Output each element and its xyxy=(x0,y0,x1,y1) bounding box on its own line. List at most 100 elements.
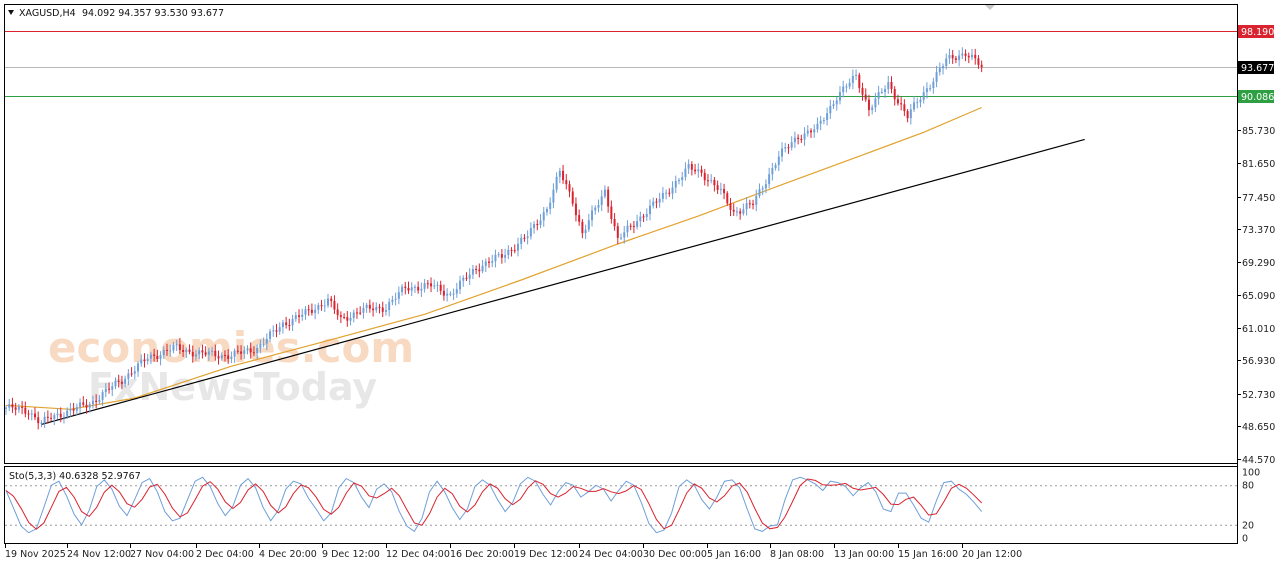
candle-body xyxy=(417,286,420,291)
candle-body xyxy=(925,88,928,93)
candle-body xyxy=(484,261,487,266)
level-tag-text-resistance: 98.190 xyxy=(1241,27,1274,38)
time-tick-label: 2 Dec 04:00 xyxy=(196,549,254,560)
price-tick-label: 52.730 xyxy=(1242,390,1275,401)
candle-body xyxy=(220,355,223,359)
candle-body xyxy=(665,192,668,194)
candle-body xyxy=(162,349,165,356)
candle-body xyxy=(79,402,82,408)
candle-body xyxy=(204,352,207,355)
candle-body xyxy=(803,133,806,140)
time-tick-label: 9 Dec 12:00 xyxy=(322,549,380,560)
candle-body xyxy=(900,103,903,105)
candle-body xyxy=(655,201,658,203)
candle-body xyxy=(642,216,645,218)
candle-body xyxy=(50,417,53,419)
candle-body xyxy=(971,54,973,58)
stoch-signal-line xyxy=(5,478,983,530)
candle-body xyxy=(175,344,178,346)
candle-body xyxy=(954,58,957,60)
candle-body xyxy=(871,107,874,110)
candle-body xyxy=(30,413,33,415)
candle-body xyxy=(465,277,468,279)
scroll-marker-icon[interactable] xyxy=(985,5,995,10)
candle-body xyxy=(861,87,864,95)
candle-body xyxy=(636,221,639,227)
candle-body xyxy=(710,179,713,181)
candle-body xyxy=(826,113,829,121)
candle-body xyxy=(301,314,304,317)
candle-body xyxy=(468,274,471,279)
candle-body xyxy=(56,413,59,416)
candle-body xyxy=(269,331,272,339)
time-tick-label: 5 Jan 16:00 xyxy=(707,549,761,560)
candle-body xyxy=(452,293,455,295)
candle-body xyxy=(288,325,291,327)
candle-body xyxy=(481,265,484,272)
stoch-tick-label: 80 xyxy=(1242,481,1254,492)
candle-body xyxy=(442,290,445,296)
candle-body xyxy=(858,74,861,88)
time-tick-label: 13 Jan 00:00 xyxy=(834,549,894,560)
candle-body xyxy=(378,306,381,308)
stoch-label: Sto(5,3,3) 40.6328 52.9767 xyxy=(9,471,141,482)
level-tag-text-support: 90.086 xyxy=(1241,92,1274,103)
candle-body xyxy=(243,350,246,354)
candle-body xyxy=(182,349,185,352)
time-tick-label: 20 Jan 12:00 xyxy=(962,549,1022,560)
candle-body xyxy=(832,104,835,106)
candle-body xyxy=(259,343,262,348)
dropdown-triangle-icon[interactable] xyxy=(8,10,14,15)
price-axis-ticks: 85.730 81.650 77.450 73.370 69.290 65.090 61.0… xyxy=(1237,126,1275,466)
price-tick-label: 69.290 xyxy=(1242,258,1275,269)
candle-body xyxy=(156,355,159,359)
candle-body xyxy=(555,176,558,190)
candle-body xyxy=(938,68,941,73)
price-tick-label: 44.570 xyxy=(1242,455,1275,466)
candle-body xyxy=(33,413,36,418)
trendline-layer xyxy=(41,138,1085,426)
candle-body xyxy=(632,225,635,227)
candle-body xyxy=(388,302,391,311)
candle-body xyxy=(884,89,887,92)
candle-body xyxy=(896,99,899,104)
candle-body xyxy=(330,298,333,302)
candle-body xyxy=(626,225,629,233)
candle-body xyxy=(320,305,323,307)
candle-body xyxy=(298,315,301,317)
candle-body xyxy=(17,406,20,410)
candle-body xyxy=(571,191,574,204)
candle-body xyxy=(413,286,416,288)
candle-body xyxy=(430,283,433,287)
candle-body xyxy=(111,386,114,390)
stochastic-layer: 100 80 20 0 xyxy=(5,468,1260,545)
candle-body xyxy=(130,373,133,375)
candle-body xyxy=(790,142,793,148)
candle-body xyxy=(439,284,442,291)
candle-body xyxy=(494,255,497,262)
candle-body xyxy=(40,422,43,424)
candle-body xyxy=(420,288,423,291)
candle-body xyxy=(758,189,761,196)
candle-body xyxy=(256,347,259,354)
candle-body xyxy=(500,254,503,258)
candle-body xyxy=(11,404,14,408)
candle-body xyxy=(874,98,877,108)
candle-body xyxy=(127,373,130,379)
candle-body xyxy=(893,89,896,100)
candle-body xyxy=(739,211,742,214)
candle-body xyxy=(394,298,397,300)
candle-body xyxy=(562,170,565,181)
candle-body xyxy=(310,309,313,313)
candle-body xyxy=(964,53,967,56)
candle-body xyxy=(339,315,342,317)
candle-body xyxy=(336,309,339,316)
candle-body xyxy=(185,349,188,352)
candle-body xyxy=(729,203,732,210)
time-tick-label: 24 Dec 04:00 xyxy=(579,549,643,560)
candle-body xyxy=(323,305,326,307)
time-tick-label: 19 Nov 2025 xyxy=(5,549,66,560)
candle-body xyxy=(262,343,265,345)
candle-body xyxy=(848,82,851,87)
candle-body xyxy=(768,174,771,185)
